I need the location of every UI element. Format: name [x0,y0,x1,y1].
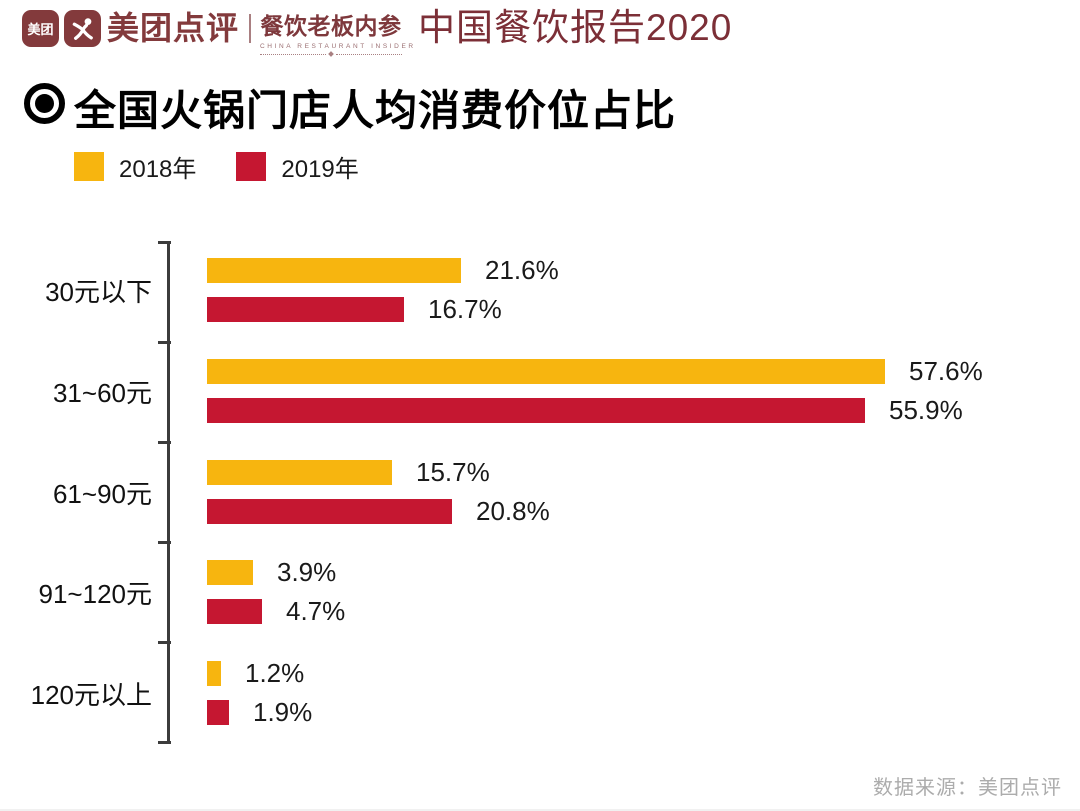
report-title: 中国餐饮报告2020 [418,7,733,48]
bar-series-1 [207,499,452,524]
bar-group: 91~120元 3.9% 4.7% [0,557,1080,626]
bar-group: 61~90元 15.7% 20.8% [0,457,1080,526]
bar-series-1 [207,398,865,423]
y-axis-line [167,242,170,742]
legend-swatch-series-0 [74,152,104,181]
axis-tick [158,441,171,444]
bar-row-series-0: 3.9% [207,557,337,587]
bar-series-0 [207,460,392,485]
legend-label-series-1: 2019年 [281,156,359,183]
axis-tick [158,641,171,644]
value-label: 3.9% [277,557,337,587]
value-label: 55.9% [889,395,963,425]
partner-logo: 餐饮老板内参 CHINA RESTAURANT INSIDER [260,7,416,57]
category-label: 120元以上 [30,679,152,710]
bar-series-0 [207,661,221,686]
bar-series-1 [207,297,404,322]
value-label: 4.7% [286,596,346,626]
value-label: 21.6% [485,255,559,285]
axis-tick [158,741,171,744]
category-label: 30元以下 [45,276,152,307]
bar-series-0 [207,359,885,384]
brand-name: 美团点评 [107,10,240,46]
value-label: 16.7% [428,294,502,324]
category-label: 31~60元 [52,377,152,408]
axis-tick [158,241,171,244]
partner-name-cn: 餐饮老板内参 [260,13,402,39]
partner-name-en: CHINA RESTAURANT INSIDER [260,43,416,50]
value-label: 20.8% [476,496,550,526]
dancing-figure-icon [72,17,93,40]
bar-group: 120元以上 1.2% 1.9% [0,658,1080,727]
bar-group: 31~60元 57.6% 55.9% [0,356,1080,425]
value-label: 15.7% [416,457,490,487]
legend-swatch-series-1 [236,152,267,181]
category-label: 91~120元 [38,578,152,609]
bar-row-series-1: 55.9% [207,395,963,425]
bar-series-0 [207,258,461,283]
bullseye-icon [24,83,65,124]
value-label: 57.6% [909,356,983,386]
axis-tick [158,341,171,344]
bar-row-series-1: 16.7% [207,294,502,324]
legend-item-series-0: 2018年 [74,149,196,184]
legend-item-series-1: 2019年 [236,149,359,184]
bar-row-series-1: 4.7% [207,596,346,626]
value-label: 1.2% [245,658,305,688]
bar-series-1 [207,599,262,624]
legend-label-series-0: 2018年 [119,156,197,183]
bar-row-series-0: 21.6% [207,255,559,285]
meituan-logo: 美团 [22,10,59,47]
bar-group: 30元以下 21.6% 16.7% [0,255,1080,324]
category-label: 61~90元 [52,478,152,509]
header-divider [249,14,251,43]
meituan-logo-text: 美团 [27,22,54,37]
bar-series-1 [207,700,229,725]
bar-row-series-0: 57.6% [207,356,983,386]
legend: 2018年 2019年 [74,149,359,184]
dianping-mascot-icon [64,10,101,47]
value-label: 1.9% [253,697,313,727]
chart-title: 全国火锅门店人均消费价位占比 [74,87,677,134]
bar-row-series-1: 1.9% [207,697,313,727]
bar-row-series-0: 1.2% [207,658,305,688]
partner-logo-rule [260,51,402,57]
bar-chart: 30元以下 21.6% 16.7% 31~60元 57.6% 55.9% 61~90元 15.… [0,230,1080,760]
data-source-note: 数据来源：美团点评 [873,777,1062,799]
bar-row-series-0: 15.7% [207,457,490,487]
bar-row-series-1: 20.8% [207,496,550,526]
bar-series-0 [207,560,253,585]
axis-tick [158,541,171,544]
